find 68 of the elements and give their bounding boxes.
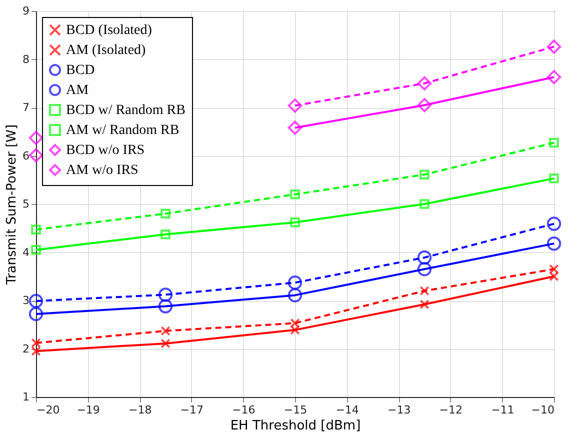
- y-tick-label: 5: [22, 198, 30, 210]
- point: [549, 272, 559, 282]
- x-tick-label: −12: [439, 404, 463, 416]
- point: [420, 199, 430, 209]
- point: [290, 189, 300, 200]
- y-axis-title: Transmit Sum-Power [W]: [4, 124, 20, 286]
- point: [549, 174, 559, 184]
- point: [31, 224, 41, 234]
- x-tick-label: −16: [232, 404, 256, 416]
- x-tick-label: −10: [531, 404, 554, 416]
- point: [158, 288, 173, 302]
- x-tick-label: −11: [491, 404, 514, 416]
- legend-label: AM (Isolated): [66, 43, 146, 58]
- x-tick-label: −20: [36, 404, 60, 416]
- point: [549, 264, 559, 274]
- legend-label: BCD w/o IRS: [66, 143, 145, 158]
- point: [420, 286, 430, 296]
- x-tick-label: −19: [76, 404, 100, 416]
- point: [28, 148, 44, 162]
- point: [288, 276, 302, 290]
- point: [420, 299, 430, 310]
- point: [31, 338, 41, 348]
- point: [28, 130, 44, 146]
- point: [31, 346, 41, 356]
- point: [417, 262, 432, 276]
- point: [288, 120, 302, 135]
- y-tick-label: 6: [22, 149, 30, 162]
- point: [417, 76, 432, 90]
- y-tick-label: 8: [22, 52, 30, 66]
- point: [420, 170, 430, 180]
- legend-label: BCD: [66, 63, 95, 78]
- point: [31, 244, 41, 255]
- y-tick-label: 7: [22, 101, 30, 114]
- point: [290, 217, 300, 228]
- point: [160, 208, 170, 219]
- x-tick-label: −18: [128, 404, 152, 416]
- legend-label: BCD (Isolated): [66, 23, 152, 38]
- y-tick-label: 1: [22, 390, 30, 404]
- point: [417, 250, 432, 265]
- point: [546, 236, 562, 251]
- point: [549, 138, 559, 148]
- point: [417, 98, 432, 112]
- legend-label: AM w/o IRS: [66, 163, 138, 178]
- x-tick-label: −15: [284, 404, 308, 416]
- point: [288, 288, 302, 302]
- y-tick-label: 2: [22, 342, 30, 356]
- point: [158, 299, 173, 314]
- point: [288, 98, 302, 113]
- point: [546, 40, 562, 54]
- x-tick-label: −14: [336, 404, 359, 416]
- legend-label: BCD w/ Random RB: [66, 103, 186, 118]
- point: [160, 230, 170, 240]
- x-axis-title: EH Threshold [dBm]: [230, 418, 361, 434]
- point: [290, 318, 300, 328]
- point: [28, 306, 44, 322]
- point: [546, 216, 562, 231]
- point: [290, 325, 300, 335]
- legend-label: AM w/ Random RB: [66, 123, 180, 138]
- x-tick-label: −17: [180, 404, 204, 416]
- y-tick-label: 9: [22, 4, 30, 18]
- point: [160, 326, 170, 336]
- y-tick-label: 3: [22, 294, 30, 307]
- point: [28, 294, 44, 308]
- legend-label: AM: [66, 83, 90, 98]
- point: [160, 338, 170, 348]
- x-tick-label: −13: [387, 404, 411, 416]
- point: [546, 70, 562, 84]
- y-tick-label: 4: [22, 246, 30, 259]
